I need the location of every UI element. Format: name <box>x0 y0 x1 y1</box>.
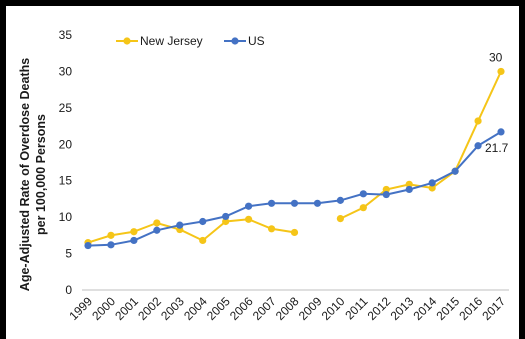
data-point <box>153 226 161 234</box>
data-point <box>222 217 230 226</box>
y-tick-label: 10 <box>59 210 73 224</box>
series-line <box>87 131 502 247</box>
x-tick-label: 2012 <box>365 294 394 323</box>
legend-label: US <box>248 34 265 48</box>
data-point <box>359 190 367 198</box>
x-tick-label: 1999 <box>66 294 95 323</box>
data-point <box>153 219 161 227</box>
data-point <box>267 225 276 233</box>
data-label: 30 <box>489 50 503 64</box>
legend-swatch-marker <box>231 37 239 45</box>
data-point <box>382 190 390 199</box>
data-point <box>428 184 436 192</box>
x-tick-label: 2008 <box>273 294 302 323</box>
legend-label: New Jersey <box>140 34 203 48</box>
x-tick-label: 2003 <box>158 294 187 323</box>
data-point <box>382 185 390 194</box>
legend-swatch-marker <box>123 37 131 45</box>
data-point <box>222 212 230 221</box>
chart-frame: Age-Adjusted Rate of Overdose Deaths per… <box>6 6 519 339</box>
x-tick-label: 2009 <box>296 294 325 323</box>
data-point <box>199 217 207 226</box>
data-point <box>313 199 322 207</box>
data-point <box>497 67 505 76</box>
x-tick-label: 2005 <box>204 294 233 323</box>
data-point <box>107 241 115 249</box>
data-point <box>176 221 184 229</box>
x-tick-label: 2010 <box>319 294 348 323</box>
series-line <box>87 218 295 244</box>
y-tick-label: 5 <box>65 247 72 261</box>
x-tick-label: 2007 <box>250 294 279 323</box>
x-tick-label: 2004 <box>181 294 210 323</box>
data-point <box>405 185 413 194</box>
y-tick-label: 20 <box>59 137 73 151</box>
y-tick-label: 35 <box>59 28 73 42</box>
legend-item: US <box>224 34 265 48</box>
data-label: 21.7 <box>485 141 509 155</box>
data-point <box>267 199 276 207</box>
data-labels: 30 21.7 <box>485 50 509 154</box>
data-point <box>199 236 207 245</box>
y-axis-ticks: 0 5 10 15 20 25 30 35 <box>59 28 73 297</box>
y-tick-label: 25 <box>59 101 73 115</box>
y-tick-label: 30 <box>59 64 73 78</box>
data-point <box>130 228 138 236</box>
data-point <box>245 202 253 210</box>
x-tick-label: 2014 <box>411 294 440 323</box>
data-point <box>497 128 505 136</box>
data-point <box>474 117 482 125</box>
y-tick-label: 0 <box>65 283 72 297</box>
x-tick-label: 2013 <box>388 294 417 323</box>
data-point <box>451 167 459 175</box>
x-tick-label: 2017 <box>479 294 508 323</box>
data-point <box>245 215 253 223</box>
series-layer <box>84 67 505 250</box>
data-point <box>290 199 299 207</box>
data-point <box>405 180 413 188</box>
x-tick-label: 2006 <box>227 294 256 323</box>
legend: New Jersey US <box>116 34 265 48</box>
data-point <box>107 231 115 239</box>
data-point <box>130 236 138 245</box>
x-tick-label: 2002 <box>135 294 164 323</box>
x-tick-label: 2001 <box>112 294 141 323</box>
data-point <box>336 196 344 204</box>
y-axis-label-line2: per 100,000 Persons <box>34 114 48 235</box>
series-new-jersey <box>84 67 505 247</box>
x-tick-label: 2015 <box>433 294 462 323</box>
y-tick-label: 15 <box>59 174 73 188</box>
x-tick-label: 2011 <box>342 294 370 322</box>
data-point <box>336 215 344 223</box>
data-point <box>290 228 299 237</box>
y-axis-label-line1: Age-Adjusted Rate of Overdose Deaths <box>18 58 32 291</box>
line-chart: Age-Adjusted Rate of Overdose Deaths per… <box>18 28 509 323</box>
data-point <box>84 241 92 250</box>
data-point <box>428 179 436 187</box>
series-us <box>84 128 505 250</box>
x-tick-label: 2016 <box>456 294 485 323</box>
data-point <box>474 142 482 150</box>
data-point <box>359 204 367 212</box>
x-axis-ticks: 1999200020012002200320042005200620072008… <box>66 294 508 323</box>
x-tick-label: 2000 <box>89 294 118 323</box>
legend-item: New Jersey <box>116 34 203 48</box>
